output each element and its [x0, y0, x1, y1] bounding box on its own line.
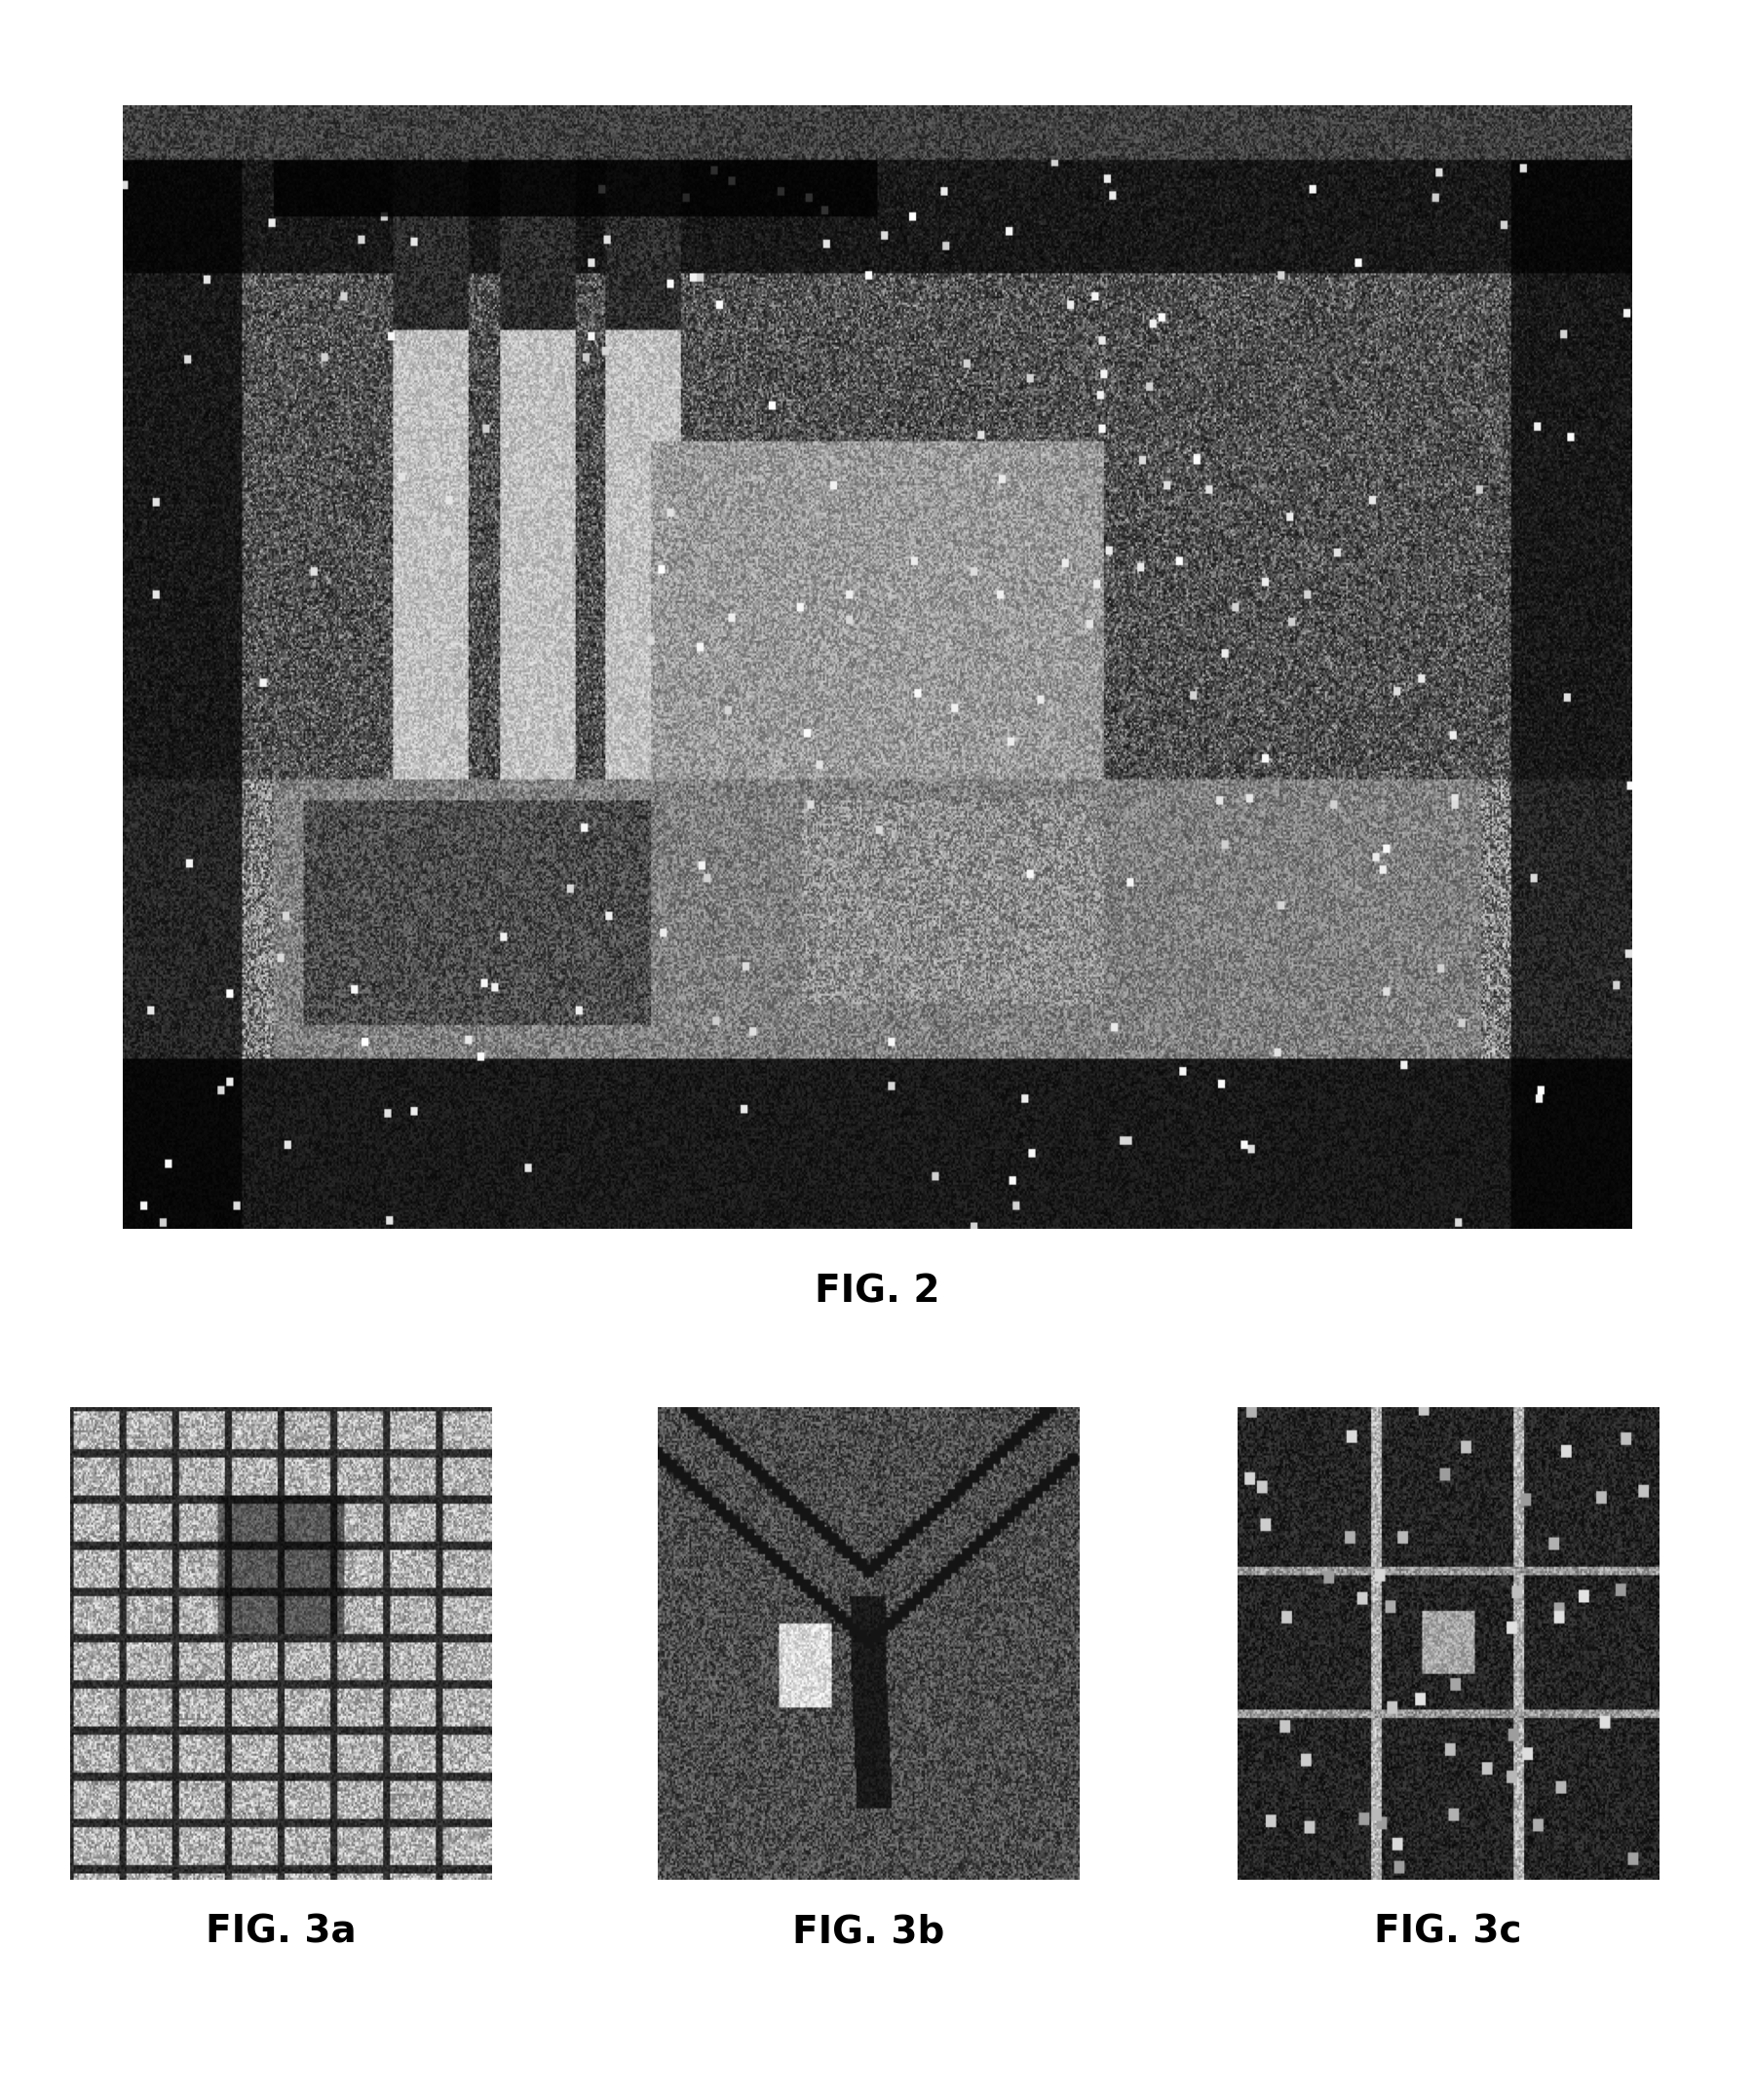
Text: FIG. 3b: FIG. 3b	[793, 1913, 944, 1951]
Text: FIG. 3a: FIG. 3a	[205, 1913, 356, 1951]
Text: FIG. 3c: FIG. 3c	[1374, 1913, 1522, 1951]
Text: FIG. 2: FIG. 2	[814, 1273, 941, 1310]
